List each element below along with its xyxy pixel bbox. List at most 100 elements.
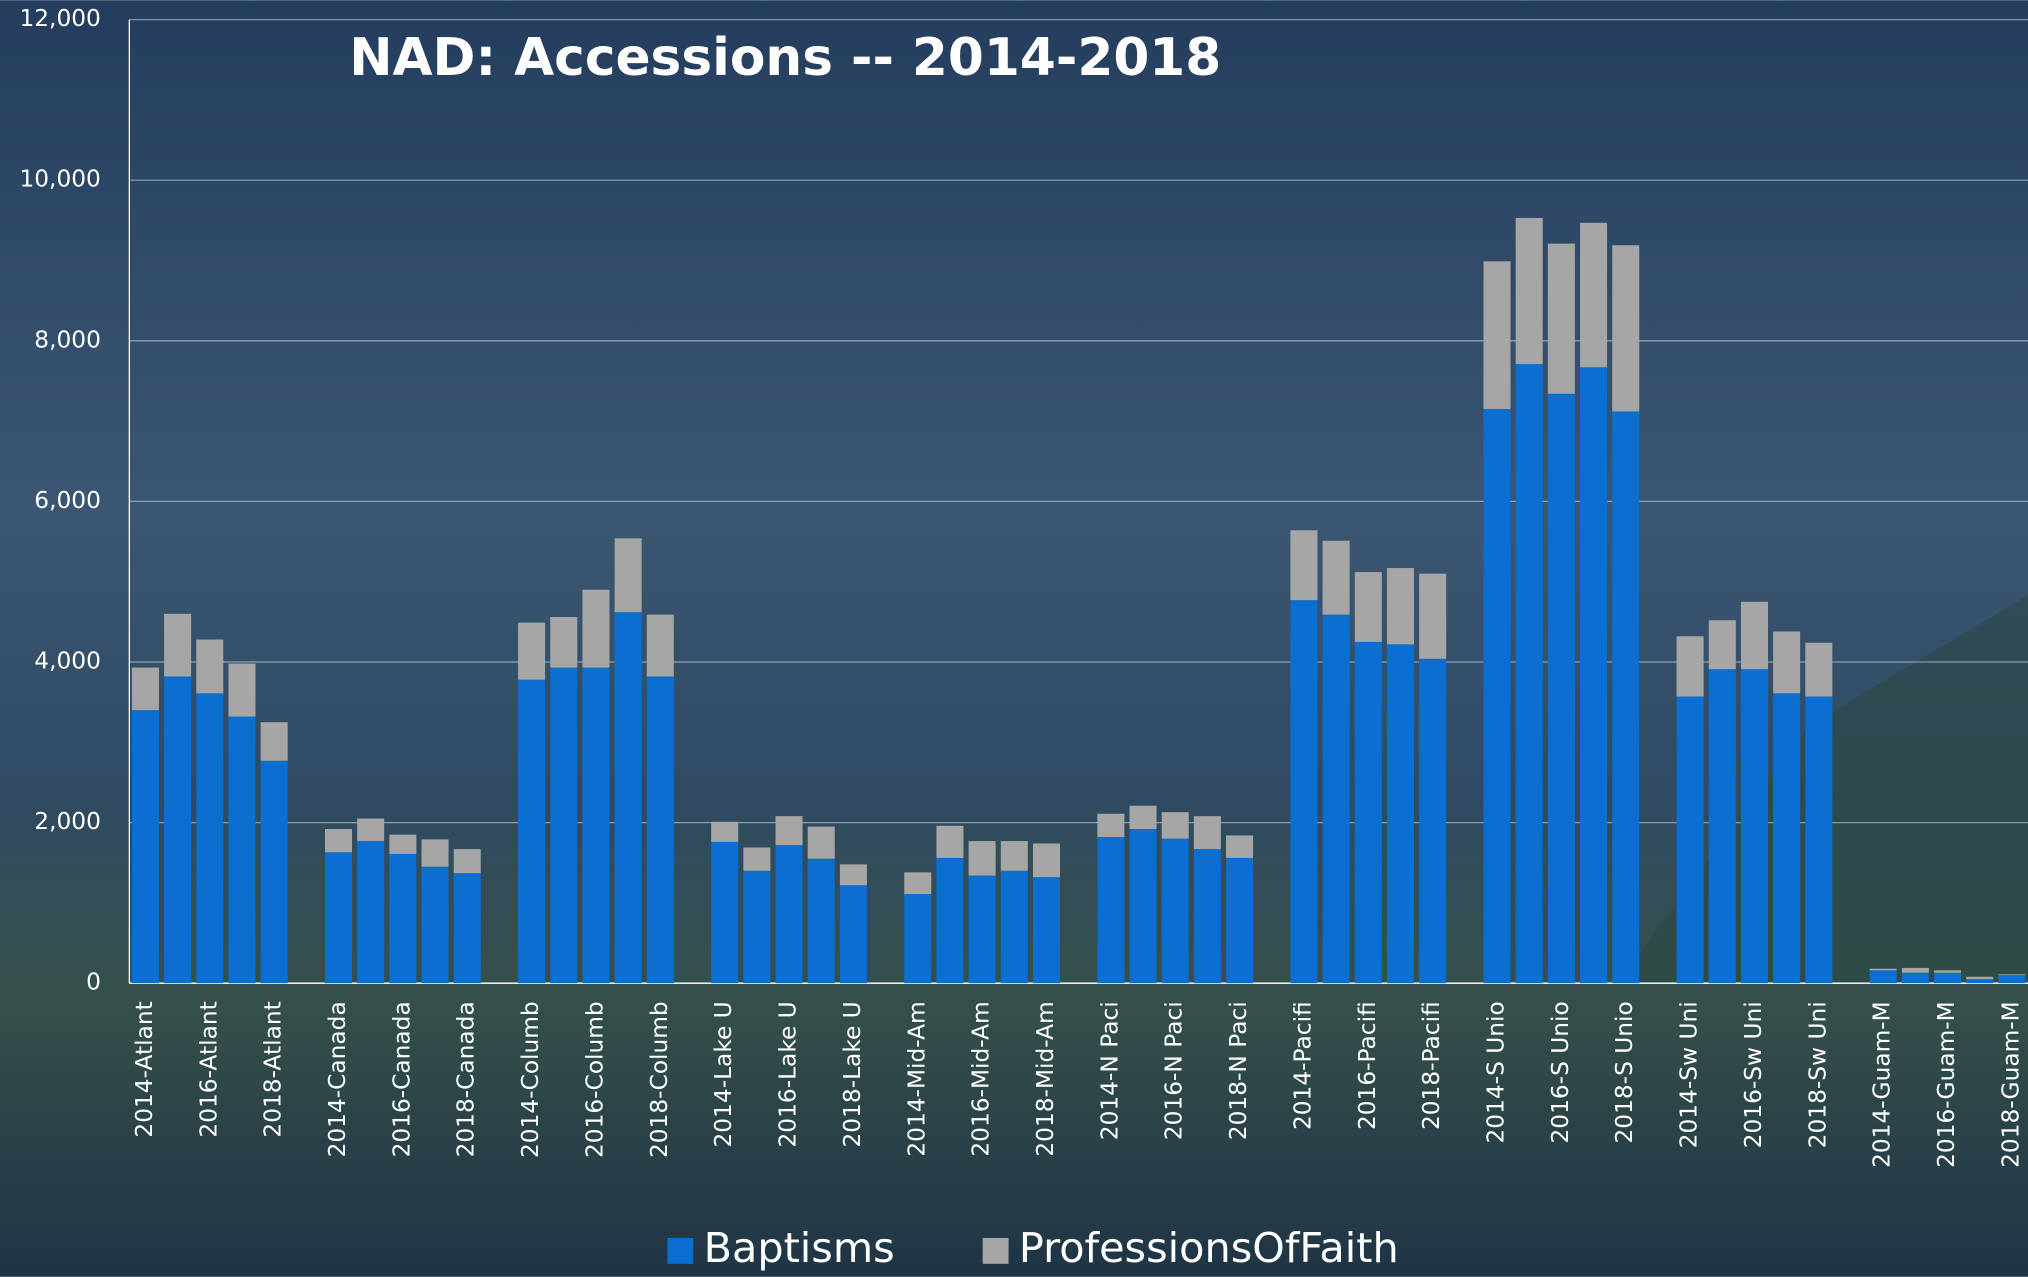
bar-segment bbox=[1548, 394, 1575, 983]
chart-title: NAD: Accessions -- 2014-2018 bbox=[349, 28, 1221, 88]
x-tick-label: 2014-Lake U bbox=[710, 1001, 737, 1147]
bar-segment bbox=[1773, 631, 1800, 693]
x-tick-label: 2016-Columb bbox=[581, 1001, 608, 1158]
bar-segment bbox=[1001, 871, 1028, 983]
bar-segment bbox=[1805, 643, 1832, 697]
bar-segment bbox=[776, 816, 803, 845]
y-tick-label: 4,000 bbox=[34, 647, 101, 674]
bar-segment bbox=[422, 867, 449, 983]
bar-segment bbox=[936, 826, 963, 858]
chart: NAD: Accessions -- 2014-2018 0 2,000 4,000… bbox=[0, 0, 2028, 1277]
x-tick-label: 2016-Guam-M bbox=[1933, 1001, 1960, 1168]
x-tick-label: 2014-S Unio bbox=[1483, 1001, 1510, 1143]
bar-segment bbox=[261, 761, 288, 983]
bar-segment bbox=[132, 668, 159, 711]
bar-segment bbox=[325, 829, 352, 852]
bar-segment bbox=[550, 617, 577, 668]
bar-segment bbox=[1290, 530, 1317, 600]
legend-label: ProfessionsOfFaith bbox=[1019, 1224, 1399, 1272]
bar-segment bbox=[840, 885, 867, 983]
bar-segment bbox=[261, 722, 288, 761]
bar-segment bbox=[1548, 244, 1575, 394]
bar-segment bbox=[1773, 693, 1800, 983]
bar-segment bbox=[325, 852, 352, 983]
bar-segment bbox=[808, 827, 835, 859]
bar-segment bbox=[1387, 568, 1414, 644]
x-tick-label: 2018-Pacifi bbox=[1418, 1001, 1445, 1130]
bar-segment bbox=[1612, 411, 1639, 983]
bar-segment bbox=[1484, 409, 1511, 983]
bar-segment bbox=[1966, 977, 1993, 979]
bar-segment bbox=[1097, 814, 1124, 837]
bar-segment bbox=[1097, 837, 1124, 983]
x-tick-label: 2016-Mid-Am bbox=[968, 1001, 995, 1156]
bar-segment bbox=[1162, 812, 1189, 838]
bar-segment bbox=[1162, 839, 1189, 984]
y-tick-label: 10,000 bbox=[19, 166, 100, 193]
bar-segment bbox=[164, 614, 191, 677]
x-tick-label: 2018-Sw Uni bbox=[1804, 1001, 1831, 1148]
bar-segment bbox=[1612, 245, 1639, 411]
bar-segment bbox=[389, 854, 416, 983]
x-tick-label: 2016-S Unio bbox=[1547, 1001, 1574, 1143]
legend-label: Baptisms bbox=[704, 1224, 895, 1272]
bar-segment bbox=[615, 538, 642, 612]
x-tick-label: 2016-N Paci bbox=[1161, 1001, 1188, 1140]
bar-segment bbox=[840, 864, 867, 885]
x-tick-label: 2014-Guam-M bbox=[1869, 1001, 1896, 1168]
bar-segment bbox=[1323, 541, 1350, 615]
legend-swatch bbox=[983, 1238, 1009, 1264]
bar-segment bbox=[518, 680, 545, 984]
bar-segment bbox=[582, 590, 609, 668]
x-tick-label: 2014-Columb bbox=[517, 1001, 544, 1158]
bar-segment bbox=[1419, 574, 1446, 659]
bar-segment bbox=[1194, 849, 1221, 983]
bar-segment bbox=[1387, 644, 1414, 983]
bar-segment bbox=[1484, 261, 1511, 409]
bar-segment bbox=[936, 858, 963, 983]
x-tick-label: 2016-Sw Uni bbox=[1740, 1001, 1767, 1148]
bar-segment bbox=[1870, 969, 1897, 971]
bar-segment bbox=[743, 847, 770, 870]
bar-segment bbox=[132, 710, 159, 983]
bar-segment bbox=[1677, 697, 1704, 984]
bar-segment bbox=[1580, 223, 1607, 368]
bar-segment bbox=[1130, 806, 1157, 829]
bar-segment bbox=[969, 841, 996, 876]
bar-segment bbox=[1355, 572, 1382, 642]
bar-segment bbox=[1516, 218, 1543, 364]
x-tick-label: 2016-Pacifi bbox=[1354, 1001, 1381, 1130]
x-tick-label: 2018-Guam-M bbox=[1997, 1001, 2024, 1168]
x-tick-label: 2016-Lake U bbox=[775, 1001, 802, 1147]
bar-segment bbox=[454, 873, 481, 983]
bar-segment bbox=[647, 615, 674, 677]
bar-segment bbox=[1226, 835, 1253, 857]
legend-swatch bbox=[667, 1238, 693, 1264]
x-tick-label: 2014-N Paci bbox=[1096, 1001, 1123, 1140]
bar-segment bbox=[1355, 642, 1382, 983]
y-tick-label: 0 bbox=[86, 969, 101, 996]
x-tick-label: 2014-Pacifi bbox=[1289, 1001, 1316, 1130]
bar-segment bbox=[582, 668, 609, 984]
bar-segment bbox=[743, 871, 770, 983]
bar-segment bbox=[196, 693, 223, 983]
bar-segment bbox=[1033, 877, 1060, 983]
bar-segment bbox=[1033, 843, 1060, 877]
bar-segment bbox=[969, 876, 996, 984]
bar-segment bbox=[1966, 979, 1993, 983]
bar-segment bbox=[808, 859, 835, 983]
bar-segment bbox=[357, 841, 384, 983]
y-tick-label: 12,000 bbox=[19, 5, 100, 32]
x-tick-label: 2016-Canada bbox=[388, 1001, 415, 1157]
y-tick-label: 2,000 bbox=[34, 808, 101, 835]
x-tick-label: 2014-Canada bbox=[324, 1001, 351, 1157]
bar-segment bbox=[1902, 973, 1929, 983]
bar-segment bbox=[1226, 858, 1253, 983]
y-tick-label: 6,000 bbox=[34, 487, 101, 514]
bar-segment bbox=[711, 822, 738, 842]
bar-segment bbox=[904, 894, 931, 983]
x-tick-label: 2014-Mid-Am bbox=[903, 1001, 930, 1156]
bar-segment bbox=[1130, 829, 1157, 983]
x-tick-label: 2018-N Paci bbox=[1225, 1001, 1252, 1140]
bar-segment bbox=[1934, 970, 1961, 972]
